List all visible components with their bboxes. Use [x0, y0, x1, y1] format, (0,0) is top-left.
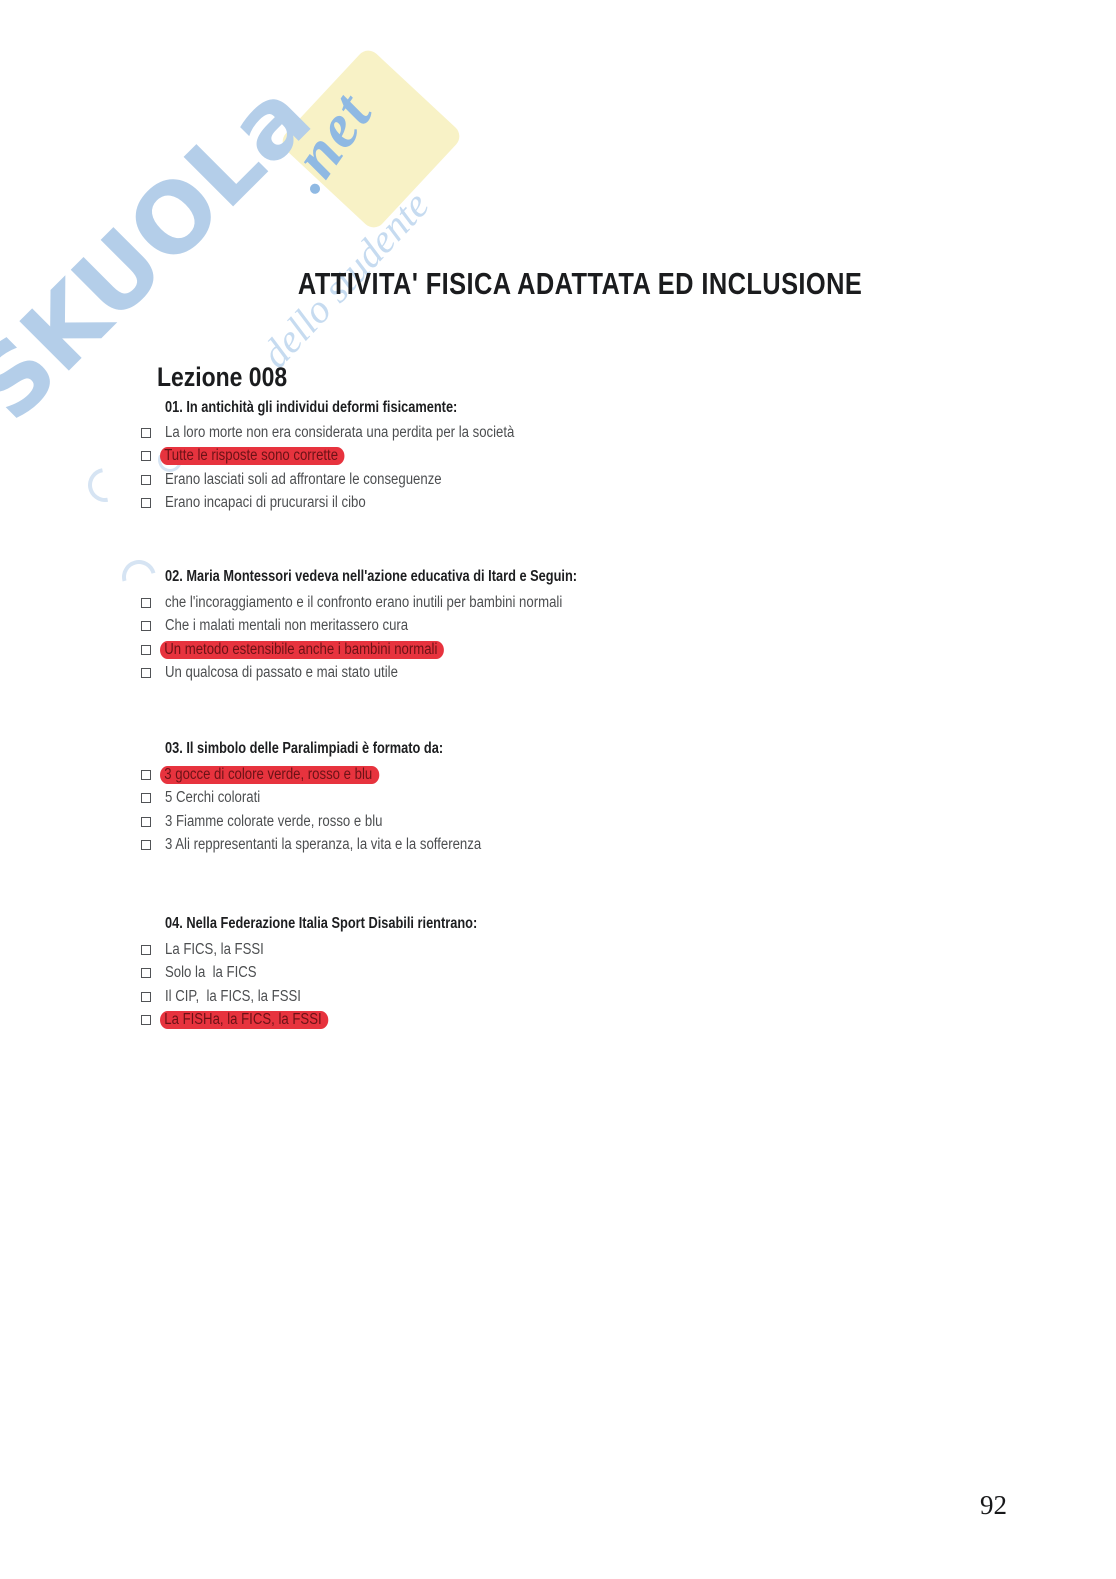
- answer-option: 3 Fiamme colorate verde, rosso e blu: [141, 813, 901, 836]
- answer-option: 3 gocce di colore verde, rosso e blu: [141, 766, 901, 789]
- checkbox-icon: [141, 598, 151, 608]
- answer-option: Erano lasciati soli ad affrontare le con…: [141, 471, 901, 494]
- answer-option: La FICS, la FSSI: [141, 941, 901, 964]
- answer-text: che l'incoraggiamento e il confronto era…: [165, 594, 563, 611]
- checkbox-icon: [141, 816, 151, 827]
- checkbox-icon: [141, 667, 151, 678]
- answer-option: che l'incoraggiamento e il confronto era…: [141, 594, 901, 617]
- question-label: 01. In antichità gli individui deformi f…: [165, 399, 458, 416]
- checkbox-icon: [141, 644, 151, 655]
- answer-text: La FICS, la FSSI: [165, 941, 264, 958]
- question-label: 03. Il simbolo delle Paralimpiadi è form…: [165, 740, 444, 757]
- answer-option: 5 Cerchi colorati: [141, 789, 901, 812]
- answer-option: La loro morte non era considerata una pe…: [141, 424, 901, 447]
- answer-text: La loro morte non era considerata una pe…: [165, 424, 515, 441]
- answer-text: Il CIP, la FICS, la FSSI: [165, 987, 301, 1005]
- question-label: 04. Nella Federazione Italia Sport Disab…: [165, 915, 478, 932]
- answer-option: Erano incapaci di prucurarsi il cibo: [141, 494, 901, 517]
- checkbox-icon: [141, 474, 151, 485]
- answer-text: Che i malati mentali non meritassero cur…: [165, 617, 409, 635]
- answer-text: Erano incapaci di prucurarsi il cibo: [165, 493, 366, 511]
- checkbox-icon: [141, 451, 151, 462]
- answer-option: 3 Ali reppresentanti la speranza, la vit…: [141, 836, 901, 859]
- answer-text: 5 Cerchi colorati: [165, 789, 261, 807]
- answer-text: Un metodo estensibile anche i bambini no…: [160, 640, 445, 659]
- options-list: La loro morte non era considerata una pe…: [141, 424, 901, 517]
- question-block-1: 01. In antichità gli individui deformi f…: [141, 399, 901, 517]
- question-block-4: 04. Nella Federazione Italia Sport Disab…: [141, 915, 901, 1034]
- lesson-heading: Lezione 008: [157, 362, 288, 392]
- answer-option: Tutte le risposte sono corrette: [141, 447, 901, 470]
- checkbox-icon: [141, 428, 151, 438]
- checkbox-icon: [141, 770, 151, 780]
- answer-option: Un qualcosa di passato e mai stato utile: [141, 664, 901, 687]
- checkbox-icon: [141, 497, 151, 508]
- answer-option: La FISHa, la FICS, la FSSI: [141, 1010, 901, 1034]
- answer-text: Erano lasciati soli ad affrontare le con…: [165, 470, 442, 488]
- question-block-2: 02. Maria Montessori vedeva nell'azione …: [141, 568, 901, 687]
- answer-option: Un metodo estensibile anche i bambini no…: [141, 640, 901, 664]
- options-list: che l'incoraggiamento e il confronto era…: [141, 594, 901, 687]
- answer-text: Un qualcosa di passato e mai stato utile: [165, 663, 398, 681]
- answer-text: Solo la la FICS: [165, 964, 257, 982]
- checkbox-icon: [141, 991, 151, 1002]
- page-number: 92: [980, 1490, 1007, 1520]
- answer-text: 3 Ali reppresentanti la speranza, la vit…: [165, 835, 482, 853]
- checkbox-icon: [141, 968, 151, 979]
- answer-text: 3 gocce di colore verde, rosso e blu: [160, 766, 380, 784]
- answer-option: Il CIP, la FICS, la FSSI: [141, 988, 901, 1011]
- checkbox-icon: [141, 793, 151, 804]
- answer-text: Tutte le risposte sono corrette: [160, 447, 345, 466]
- options-list: 3 gocce di colore verde, rosso e blu 5 C…: [141, 766, 901, 859]
- options-list: La FICS, la FSSI Solo la la FICS Il CIP,…: [141, 941, 901, 1034]
- answer-text: 3 Fiamme colorate verde, rosso e blu: [165, 812, 383, 830]
- checkbox-icon: [141, 1014, 151, 1025]
- page-title: ATTIVITA' FISICA ADATTATA ED INCLUSIONE: [297, 266, 863, 301]
- checkbox-icon: [141, 621, 151, 632]
- checkbox-icon: [141, 945, 151, 955]
- answer-option: Che i malati mentali non meritassero cur…: [141, 617, 901, 640]
- question-block-3: 03. Il simbolo delle Paralimpiadi è form…: [141, 740, 901, 859]
- checkbox-icon: [141, 839, 151, 850]
- answer-option: Solo la la FICS: [141, 964, 901, 987]
- question-label: 02. Maria Montessori vedeva nell'azione …: [165, 568, 578, 585]
- answer-text: La FISHa, la FICS, la FSSI: [160, 1010, 329, 1029]
